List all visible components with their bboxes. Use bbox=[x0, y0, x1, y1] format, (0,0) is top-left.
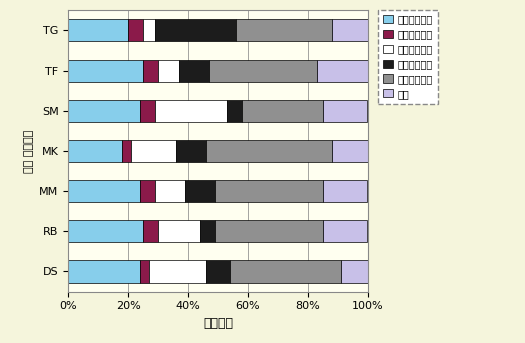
Bar bbox=[317, 60, 368, 82]
Bar bbox=[322, 180, 368, 202]
Bar bbox=[209, 60, 317, 82]
Bar bbox=[68, 19, 128, 42]
Bar bbox=[332, 19, 368, 42]
Bar bbox=[322, 220, 368, 242]
Bar bbox=[122, 140, 131, 162]
Bar bbox=[155, 100, 227, 122]
Bar bbox=[206, 260, 230, 283]
Bar bbox=[158, 220, 200, 242]
Bar bbox=[155, 180, 185, 202]
Bar bbox=[332, 140, 368, 162]
Bar bbox=[68, 220, 143, 242]
Bar bbox=[215, 180, 322, 202]
Bar bbox=[176, 140, 206, 162]
Bar bbox=[230, 260, 341, 283]
Bar bbox=[131, 140, 176, 162]
Bar bbox=[155, 19, 236, 42]
Bar bbox=[341, 260, 368, 283]
Bar bbox=[68, 100, 140, 122]
Bar bbox=[68, 180, 140, 202]
Legend: 공간이동관련, 학생편의지원, 교과학습지원, 공간이동지원, 공간이용관련, 기타: 공간이동관련, 학생편의지원, 교과학습지원, 공간이동지원, 공간이용관련, … bbox=[379, 10, 438, 104]
Bar bbox=[68, 60, 143, 82]
Bar bbox=[179, 60, 209, 82]
Bar bbox=[143, 220, 158, 242]
Bar bbox=[140, 260, 149, 283]
Bar bbox=[215, 220, 322, 242]
Bar bbox=[236, 19, 332, 42]
Bar bbox=[206, 140, 332, 162]
Bar bbox=[242, 100, 322, 122]
Y-axis label: 일본 대상학교: 일본 대상학교 bbox=[24, 129, 34, 173]
Bar bbox=[128, 19, 143, 42]
Bar bbox=[143, 19, 155, 42]
Bar bbox=[143, 60, 158, 82]
Bar bbox=[158, 60, 179, 82]
Bar bbox=[227, 100, 242, 122]
Bar bbox=[140, 100, 155, 122]
X-axis label: 면적비율: 면적비율 bbox=[203, 317, 233, 330]
Bar bbox=[200, 220, 215, 242]
Bar bbox=[149, 260, 206, 283]
Bar bbox=[68, 140, 122, 162]
Bar bbox=[185, 180, 215, 202]
Bar bbox=[68, 260, 140, 283]
Bar bbox=[140, 180, 155, 202]
Bar bbox=[322, 100, 368, 122]
